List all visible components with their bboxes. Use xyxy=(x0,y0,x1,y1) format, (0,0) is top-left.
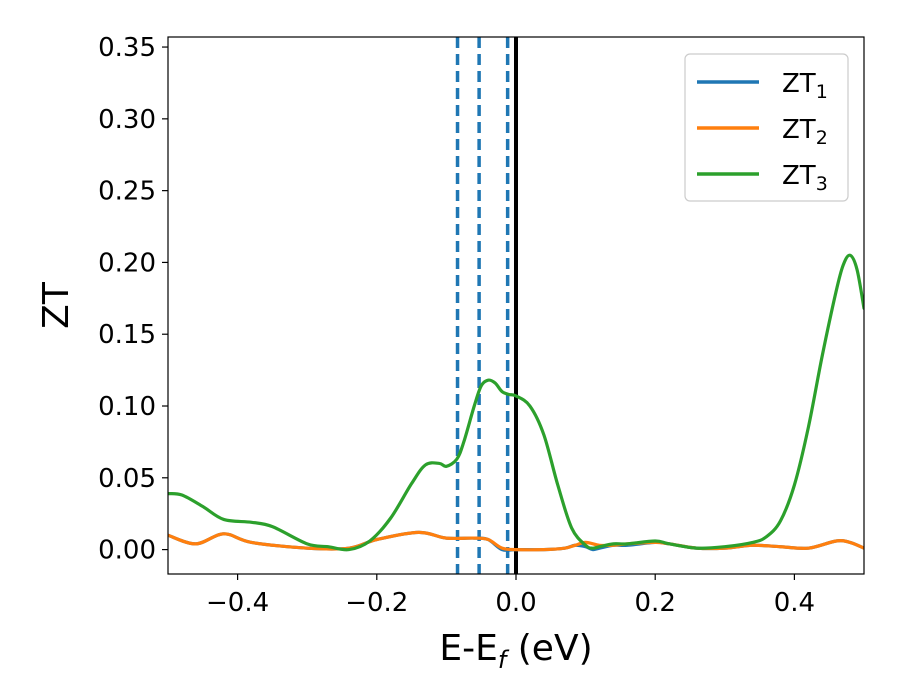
legend: ZT1 ZT2 ZT3 xyxy=(684,53,849,202)
x-tick-label: −0.2 xyxy=(345,588,408,618)
series-line-zt3 xyxy=(168,253,864,552)
x-tick-label: 0.2 xyxy=(635,588,676,618)
legend-label-zt3: ZT3 xyxy=(782,161,828,195)
y-tick-label: 0.00 xyxy=(98,536,156,566)
y-axis-label: ZT xyxy=(36,281,77,329)
legend-box xyxy=(684,53,849,202)
y-tick-label: 0.25 xyxy=(98,177,156,207)
series-lines xyxy=(168,253,864,552)
y-tick-label: 0.10 xyxy=(98,392,156,422)
x-axis: −0.4 −0.2 0.0 0.2 0.4 xyxy=(206,574,815,618)
x-tick-label: 0.0 xyxy=(495,588,536,618)
x-tick-label: 0.4 xyxy=(774,588,815,618)
legend-label-zt1: ZT1 xyxy=(782,69,828,103)
reference-lines xyxy=(455,37,518,574)
x-tick-label: −0.4 xyxy=(206,588,269,618)
y-axis: 0.00 0.05 0.10 0.15 0.20 0.25 0.30 0.35 xyxy=(98,33,168,566)
legend-label-zt2: ZT2 xyxy=(782,115,828,149)
x-axis-label: E-Ef (eV) xyxy=(439,628,592,674)
x-axis-label-unit: (eV) xyxy=(506,628,592,669)
y-tick-label: 0.35 xyxy=(98,33,156,63)
y-tick-label: 0.20 xyxy=(98,248,156,278)
y-tick-label: 0.05 xyxy=(98,464,156,494)
y-tick-label: 0.15 xyxy=(98,320,156,350)
y-tick-label: 0.30 xyxy=(98,105,156,135)
